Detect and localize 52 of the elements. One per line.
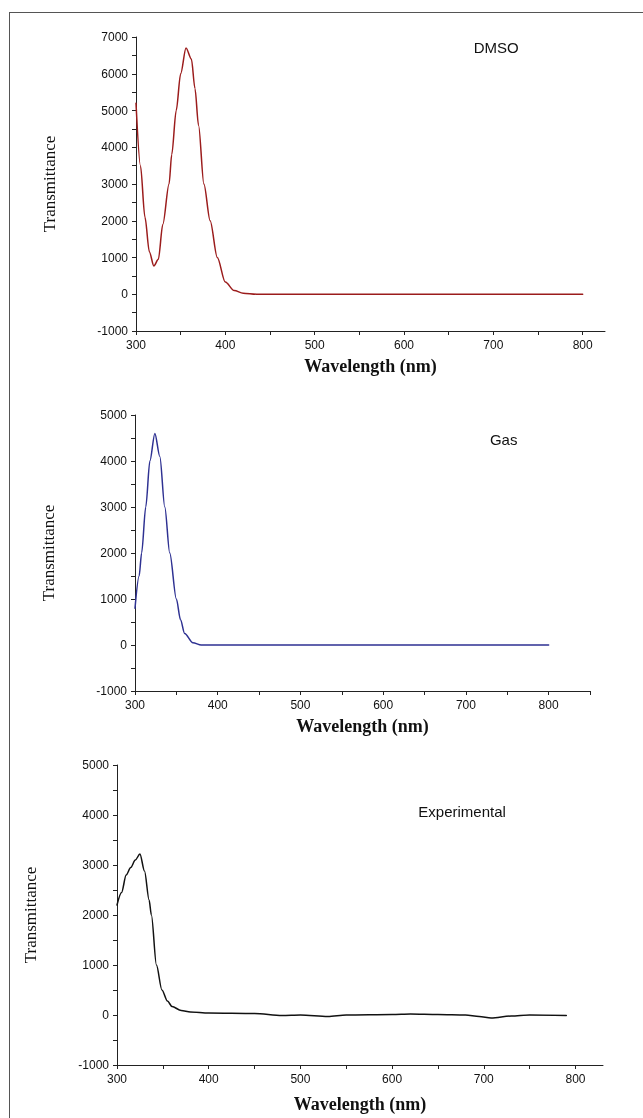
x-tick-label: 800	[538, 698, 559, 712]
x-tick-label: 400	[215, 338, 236, 352]
y-tick-label: 0	[120, 638, 128, 652]
annotation: DMSO	[473, 39, 519, 57]
x-tick-label: 700	[473, 1072, 495, 1086]
x-tick-label: 600	[382, 1072, 403, 1086]
x-tick-label: 600	[393, 338, 415, 352]
y-tick-label: 1000	[100, 592, 128, 606]
y-tick-label: 0	[102, 1008, 110, 1022]
y-tick-label: -1000	[96, 684, 128, 698]
y-tick-label: 7000	[101, 30, 129, 44]
x-tick-label: 500	[304, 338, 325, 352]
x-axis-title: Wavelength (nm)	[304, 356, 437, 377]
y-tick-label: 5000	[100, 408, 128, 422]
y-axis-title: Transmittance	[21, 866, 40, 964]
x-axis-title: Wavelength (nm)	[293, 1094, 427, 1115]
y-tick-label: 0	[121, 287, 129, 302]
x-tick-label: 300	[106, 1072, 128, 1086]
x-tick-label: 300	[125, 338, 147, 352]
y-axis-title: Transmittance	[39, 504, 58, 602]
x-tick-label: 600	[373, 698, 394, 712]
x-tick-label: 300	[124, 698, 146, 712]
y-tick-label: -1000	[97, 324, 129, 338]
y-tick-label: 6000	[101, 66, 129, 81]
y-axis-title: Transmittance	[40, 135, 59, 233]
y-tick-label: 1000	[101, 250, 129, 265]
y-tick-label: 3000	[101, 177, 129, 191]
y-tick-label: 2000	[101, 213, 129, 228]
y-tick-label: 1000	[82, 958, 110, 972]
y-tick-label: 4000	[82, 808, 110, 822]
x-tick-label: 400	[198, 1072, 220, 1086]
y-tick-label: 4000	[101, 140, 129, 155]
line-series	[116, 853, 568, 1019]
x-tick-label: 800	[572, 338, 593, 352]
y-tick-label: 3000	[82, 858, 110, 872]
x-tick-label: 500	[290, 698, 311, 712]
x-tick-label: 500	[290, 1072, 311, 1086]
x-axis-title: Wavelength (nm)	[296, 716, 429, 737]
y-tick-label: 2000	[82, 908, 110, 922]
x-tick-label: 400	[207, 698, 229, 712]
y-tick-label: 4000	[100, 454, 128, 468]
x-tick-label: 800	[565, 1072, 586, 1086]
y-tick-label: 2000	[100, 546, 128, 560]
x-tick-label: 700	[455, 698, 477, 712]
y-tick-label: 5000	[101, 103, 129, 118]
y-tick-label: 3000	[100, 500, 128, 514]
x-tick-label: 700	[483, 338, 504, 352]
line-series	[134, 432, 550, 646]
y-tick-label: 5000	[82, 758, 110, 772]
y-tick-label: -1000	[78, 1058, 110, 1072]
annotation: Experimental	[418, 803, 506, 820]
annotation: Gas	[489, 430, 518, 448]
